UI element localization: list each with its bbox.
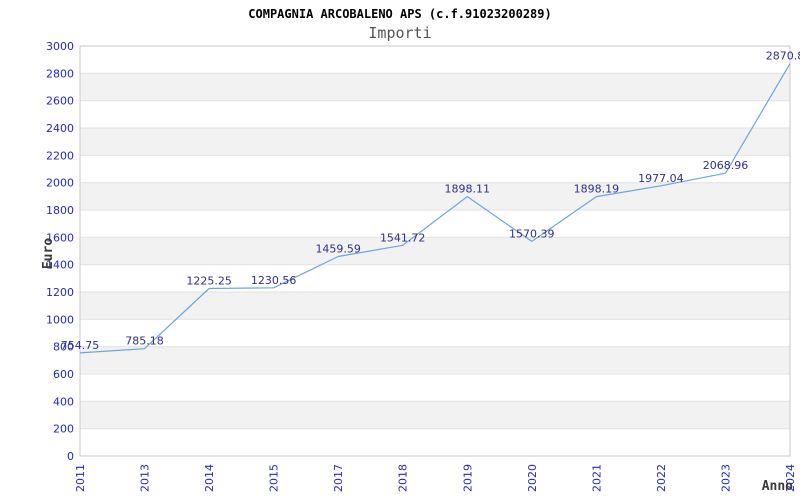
- plot-band: [80, 182, 790, 210]
- plot-band: [80, 73, 790, 101]
- data-point-label: 1977.04: [638, 172, 684, 185]
- data-point-label: 1898.11: [445, 183, 491, 196]
- x-tick-label: 2023: [720, 464, 733, 492]
- x-axis-title: Anno: [761, 479, 793, 494]
- x-tick-label: 2024: [784, 464, 797, 492]
- y-tick-label: 2600: [46, 95, 74, 108]
- x-tick-label: 2020: [526, 464, 539, 492]
- data-point-label: 2068.96: [703, 159, 749, 172]
- chart-subtitle: Importi: [368, 24, 432, 42]
- data-point-label: 1570.39: [509, 227, 555, 240]
- y-tick-label: 1800: [46, 204, 74, 217]
- plot-band: [80, 346, 790, 374]
- x-tick-label: 2015: [268, 464, 281, 492]
- y-tick-label: 2400: [46, 122, 74, 135]
- plot-band: [80, 128, 790, 156]
- x-tick-label: 2017: [332, 464, 345, 492]
- plot-band: [80, 401, 790, 429]
- y-tick-label: 1400: [46, 259, 74, 272]
- y-tick-label: 1600: [46, 231, 74, 244]
- y-tick-label: 2200: [46, 149, 74, 162]
- y-tick-label: 800: [53, 341, 74, 354]
- data-point-label: 1230.56: [251, 274, 297, 287]
- x-tick-label: 2011: [74, 464, 87, 492]
- chart-title: COMPAGNIA ARCOBALENO APS (c.f.9102320028…: [248, 7, 552, 21]
- y-tick-label: 1200: [46, 286, 74, 299]
- data-line: [79, 63, 791, 354]
- y-tick-label: 2000: [46, 177, 74, 190]
- y-tick-label: 600: [53, 368, 74, 381]
- plot-band: [80, 237, 790, 265]
- x-tick-label: 2014: [203, 464, 216, 492]
- y-tick-label: 3000: [46, 40, 74, 53]
- x-tick-label: 2021: [590, 464, 603, 492]
- data-point-label: 1541.72: [380, 231, 426, 244]
- x-tick-label: 2013: [139, 464, 152, 492]
- x-tick-label: 2018: [397, 464, 410, 492]
- plot-border: [79, 45, 791, 457]
- data-point-label: 2870.8: [766, 50, 800, 63]
- y-tick-label: 200: [53, 423, 74, 436]
- y-tick-label: 1000: [46, 313, 74, 326]
- y-tick-label: 2800: [46, 67, 74, 80]
- plot-band: [80, 292, 790, 320]
- y-tick-label: 400: [53, 395, 74, 408]
- y-axis-title: Euro: [41, 237, 57, 270]
- data-point-label: 1459.59: [315, 243, 361, 256]
- data-point-label: 1225.25: [186, 275, 232, 288]
- data-point-label: 785.18: [125, 335, 164, 348]
- x-tick-label: 2022: [655, 464, 668, 492]
- data-point-label: 754.75: [61, 339, 100, 352]
- data-point-label: 1898.19: [574, 183, 620, 196]
- y-tick-label: 0: [67, 450, 74, 463]
- x-tick-label: 2019: [461, 464, 474, 492]
